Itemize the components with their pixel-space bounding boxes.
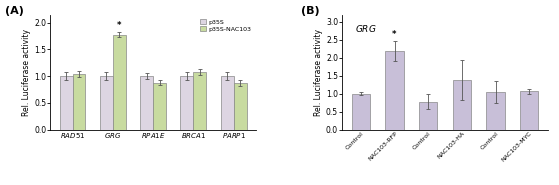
Bar <box>193 72 206 130</box>
Bar <box>419 102 438 130</box>
Bar <box>352 94 370 130</box>
Y-axis label: Rel. Luciferase activity: Rel. Luciferase activity <box>314 29 323 116</box>
Text: (B): (B) <box>301 6 320 16</box>
Text: $\it{GRG}$: $\it{GRG}$ <box>354 23 376 34</box>
Y-axis label: Rel. Luciferase activity: Rel. Luciferase activity <box>22 29 31 116</box>
Bar <box>385 51 404 130</box>
Bar <box>234 83 247 130</box>
Text: *: * <box>117 21 121 30</box>
Legend: p35S, p35S-NAC103: p35S, p35S-NAC103 <box>198 18 253 33</box>
Bar <box>453 80 471 130</box>
Bar <box>221 76 234 130</box>
Text: (A): (A) <box>5 6 24 16</box>
Bar <box>520 91 538 130</box>
Text: *: * <box>392 30 397 39</box>
Bar <box>486 92 505 130</box>
Bar <box>181 76 193 130</box>
Bar <box>153 83 166 130</box>
Bar <box>100 76 113 130</box>
Bar <box>113 35 126 130</box>
Bar <box>60 76 73 130</box>
Bar <box>73 74 86 130</box>
Bar <box>140 76 153 130</box>
